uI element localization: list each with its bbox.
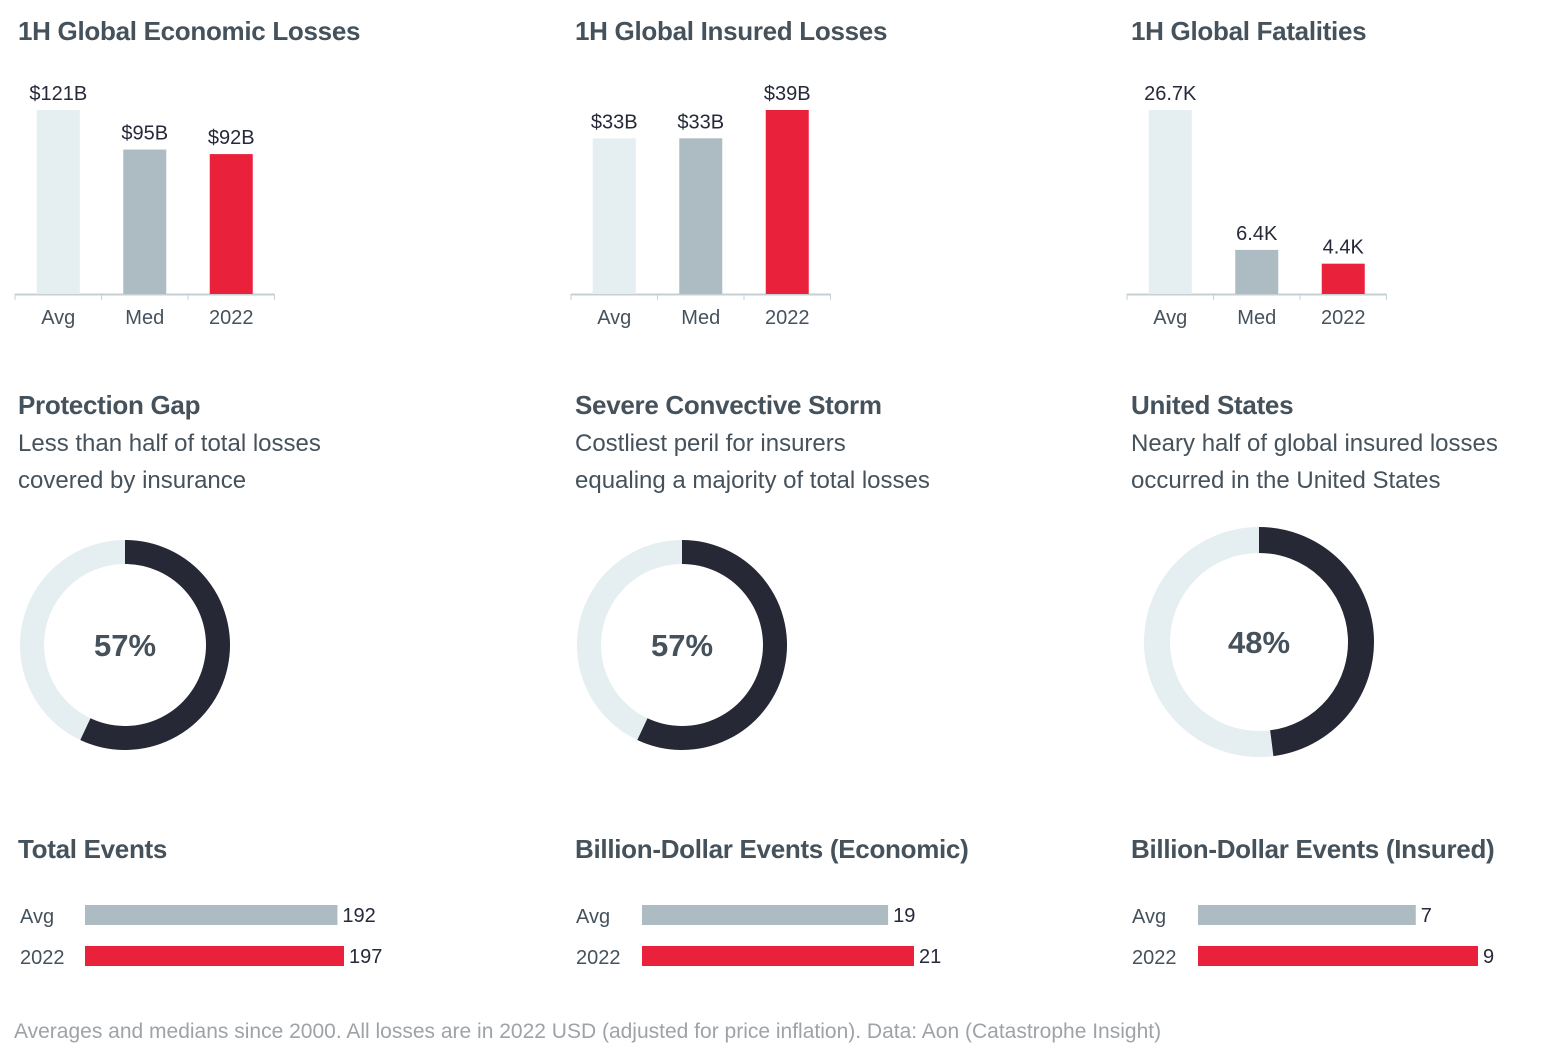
row-label: 2022: [576, 947, 621, 969]
x-tick-label: Avg: [597, 307, 631, 329]
x-tick-label: 2022: [1321, 307, 1366, 329]
fatalities-chart: 26.7K Avg 6.4K Med 4.4K 2022: [1126, 83, 1387, 329]
x-tick-label: 2022: [209, 307, 254, 329]
scs-subtitle-line-1: Costliest peril for insurers: [575, 430, 846, 457]
hbar-2022: [1198, 946, 1478, 966]
economic-losses-title: 1H Global Economic Losses: [18, 16, 361, 46]
protection-gap-panel: Protection Gap Less than half of total l…: [0, 380, 556, 780]
bde-insured-title: Billion-Dollar Events (Insured): [1131, 834, 1495, 864]
insured-losses-chart: $33B Avg $33B Med $39B 2022: [570, 83, 831, 329]
bde-insured-chart: Avg 7 2022 9: [1132, 905, 1494, 969]
bar-avg: [1148, 110, 1192, 294]
scs-subtitle-line-2: equaling a majority of total losses: [575, 467, 930, 494]
bde-economic-title: Billion-Dollar Events (Economic): [575, 834, 969, 864]
us-subtitle-line-2: occurred in the United States: [1131, 467, 1441, 494]
bar-2022: [209, 154, 253, 294]
row-label: 2022: [1132, 947, 1177, 969]
bar-value-label: $92B: [208, 127, 255, 149]
bde-insured-panel: Billion-Dollar Events (Insured) Avg 7 2022…: [1112, 820, 1556, 1000]
donut-center-label: 48%: [1228, 625, 1290, 660]
donut-value-arc: [80, 540, 230, 750]
x-tick-label: Med: [125, 307, 164, 329]
economic-losses-panel: 1H Global Economic Losses $121B Avg $95B Me…: [0, 0, 556, 340]
row-label: 2022: [20, 947, 65, 969]
economic-losses-chart: $121B Avg $95B Med $92B 2022: [14, 83, 275, 329]
x-tick-label: 2022: [765, 307, 810, 329]
footnote: Averages and medians since 2000. All los…: [14, 1020, 1162, 1043]
hbar-value-label: 9: [1483, 946, 1494, 968]
hbar-value-label: 19: [893, 905, 915, 927]
scs-donut: 57%: [577, 540, 787, 750]
bar-avg: [592, 138, 636, 294]
bde-economic-chart: Avg 19 2022 21: [576, 905, 941, 969]
row-label: Avg: [20, 906, 54, 928]
x-tick-label: Avg: [1153, 307, 1187, 329]
us-panel: United States Neary half of global insur…: [1112, 380, 1556, 780]
fatalities-title: 1H Global Fatalities: [1131, 16, 1367, 46]
hbar-value-label: 21: [919, 946, 941, 968]
bar-value-label: 26.7K: [1144, 83, 1197, 105]
bar-avg: [36, 110, 80, 294]
bar-med: [123, 149, 167, 294]
bar-value-label: $33B: [591, 111, 638, 133]
donut-value-arc: [1258, 527, 1374, 757]
donut-value-arc: [637, 540, 787, 750]
x-tick-label: Avg: [41, 307, 75, 329]
insured-losses-title: 1H Global Insured Losses: [575, 16, 888, 46]
hbar-value-label: 197: [349, 946, 382, 968]
bar-value-label: 6.4K: [1236, 223, 1278, 245]
hbar-value-label: 192: [342, 905, 375, 927]
x-tick-label: Med: [681, 307, 720, 329]
donut-center-label: 57%: [94, 628, 156, 663]
us-subtitle-line-1: Neary half of global insured losses: [1131, 430, 1498, 457]
scs-panel: Severe Convective Storm Costliest peril …: [556, 380, 1112, 780]
protection-gap-donut: 57%: [20, 540, 230, 750]
bar-value-label: 4.4K: [1323, 237, 1365, 259]
x-tick-label: Med: [1237, 307, 1276, 329]
hbar-avg: [85, 905, 338, 925]
bar-value-label: $95B: [121, 123, 168, 145]
bar-value-label: $39B: [764, 83, 811, 105]
insured-losses-panel: 1H Global Insured Losses $33B Avg $33B Med $…: [556, 0, 1112, 340]
row-label: Avg: [576, 906, 610, 928]
total-events-panel: Total Events Avg 192 2022 197: [0, 820, 556, 1000]
us-title: United States: [1131, 390, 1294, 420]
donut-center-label: 57%: [651, 628, 713, 663]
bar-value-label: $33B: [677, 111, 724, 133]
bar-value-label: $121B: [29, 83, 87, 105]
bar-med: [1235, 249, 1279, 294]
bar-med: [679, 138, 723, 294]
hbar-value-label: 7: [1421, 905, 1432, 927]
bde-economic-panel: Billion-Dollar Events (Economic) Avg 19 20…: [556, 820, 1112, 1000]
total-events-chart: Avg 192 2022 197: [20, 905, 382, 969]
hbar-avg: [1198, 905, 1416, 925]
bar-2022: [765, 110, 809, 294]
hbar-avg: [642, 905, 889, 925]
scs-title: Severe Convective Storm: [575, 390, 882, 420]
protection-gap-subtitle-line-2: covered by insurance: [18, 467, 247, 494]
row-label: Avg: [1132, 906, 1166, 928]
hbar-2022: [642, 946, 914, 966]
bar-2022: [1321, 263, 1365, 294]
protection-gap-title: Protection Gap: [18, 390, 201, 420]
us-donut: 48%: [1144, 527, 1374, 757]
fatalities-panel: 1H Global Fatalities 26.7K Avg 6.4K Med 4.4K…: [1112, 0, 1556, 340]
total-events-title: Total Events: [18, 834, 168, 864]
protection-gap-subtitle-line-1: Less than half of total losses: [18, 430, 321, 457]
hbar-2022: [85, 946, 344, 966]
